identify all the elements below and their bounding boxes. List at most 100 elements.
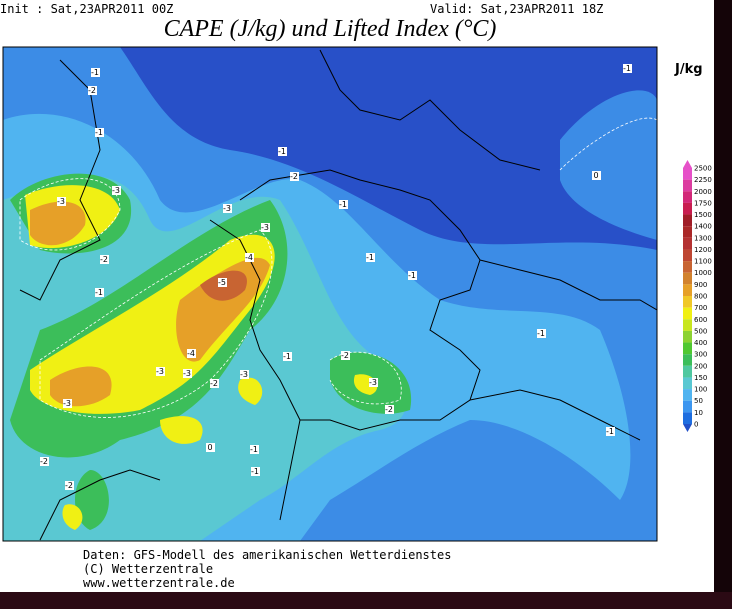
colorbar-swatch xyxy=(683,191,692,203)
colorbar-swatch xyxy=(683,179,692,192)
colorbar-swatch xyxy=(683,365,692,378)
contour-label: -3 xyxy=(183,369,191,378)
contour-label: -3 xyxy=(261,223,269,232)
contour-label-box xyxy=(156,367,165,376)
contour-label: -1 xyxy=(606,427,614,436)
contour-label-box xyxy=(183,369,192,378)
colorbar: 2500225020001750150014001300120011001000… xyxy=(683,160,712,432)
contour-label-box xyxy=(385,405,394,414)
map xyxy=(2,46,658,542)
contour-label-box xyxy=(40,457,49,466)
contour-label: -4 xyxy=(245,253,253,262)
colorbar-label: 600 xyxy=(694,316,707,324)
colorbar-label: 700 xyxy=(694,304,707,312)
colorbar-label: 200 xyxy=(694,362,707,370)
contour-label-box xyxy=(606,427,615,436)
colorbar-label: 1500 xyxy=(694,211,712,219)
contour-label-box xyxy=(537,329,546,338)
colorbar-swatch xyxy=(683,400,692,413)
contour-label: 0 xyxy=(207,443,212,452)
contour-label-box xyxy=(261,223,270,232)
map-frame xyxy=(2,46,658,542)
contour-label: -2 xyxy=(100,255,108,264)
contour-label: -1 xyxy=(250,445,258,454)
contour-label: -2 xyxy=(385,405,393,414)
contour-label: -1 xyxy=(95,128,103,137)
contour-label: -1 xyxy=(623,64,631,73)
colorbar-swatch xyxy=(683,377,692,390)
contour-label-box xyxy=(283,352,292,361)
contour-label-box xyxy=(250,445,259,454)
colorbar-swatch xyxy=(683,342,692,355)
contour-label: -5 xyxy=(218,278,226,287)
bottom-frame xyxy=(0,592,732,609)
contour-label-box xyxy=(57,197,66,206)
contour-label-box xyxy=(95,288,104,297)
contour-label: -3 xyxy=(223,204,231,213)
colorbar-label: 300 xyxy=(694,351,707,359)
contour-label: -1 xyxy=(537,329,545,338)
colorbar-label: 100 xyxy=(694,386,707,394)
contour-label-box xyxy=(245,253,254,262)
right-frame xyxy=(714,0,732,609)
colorbar-label: 400 xyxy=(694,339,707,347)
contour-label: -3 xyxy=(63,399,71,408)
contour-label: -3 xyxy=(57,197,65,206)
contour-label: -2 xyxy=(40,457,48,466)
colorbar-label: 1750 xyxy=(694,199,712,207)
colorbar-swatch xyxy=(683,412,692,424)
colorbar-swatch xyxy=(683,307,692,320)
colorbar-swatch xyxy=(683,202,692,215)
contour-label: -3 xyxy=(156,367,164,376)
colorbar-label: 2250 xyxy=(694,176,712,184)
colorbar-label: 1200 xyxy=(694,246,712,254)
colorbar-swatch xyxy=(683,319,692,331)
contour-label-box xyxy=(408,271,417,280)
contour-label: -1 xyxy=(251,467,259,476)
contour-label-box xyxy=(240,370,249,379)
contour-labels: -1 -2 -1 -3 -3 -2 -1 -3 -2 -3 -4 -5 -4 -3 -3 -2 -3 -3 -2 -2… xyxy=(40,64,632,490)
contour-label: -2 xyxy=(65,481,73,490)
contour-label: -1 xyxy=(278,147,286,156)
colorbar-label: 1000 xyxy=(694,269,712,277)
colorbar-swatch xyxy=(683,261,692,273)
contour-label: -4 xyxy=(187,349,195,358)
colorbar-tip xyxy=(683,160,692,168)
contour-label-box xyxy=(88,86,97,95)
contour-label: -3 xyxy=(240,370,248,379)
contour-label-box xyxy=(251,467,260,476)
colorbar-swatch xyxy=(683,272,692,285)
contour-label-box xyxy=(187,349,196,358)
contour-label: 0 xyxy=(593,171,598,180)
contour-label-box xyxy=(592,171,601,180)
colorbar-label: 2000 xyxy=(694,188,712,196)
footer-line: (C) Wetterzentrale xyxy=(83,562,213,576)
contour-label: -2 xyxy=(341,351,349,360)
contour-label: -1 xyxy=(339,200,347,209)
colorbar-label: 800 xyxy=(694,293,707,301)
contour-label-box xyxy=(100,255,109,264)
field xyxy=(560,90,657,240)
valid-label: Valid: Sat,23APR2011 18Z xyxy=(430,2,603,16)
colorbar-label: 900 xyxy=(694,281,707,289)
contour-label: -2 xyxy=(290,172,298,181)
contour-label: -2 xyxy=(88,86,96,95)
colorbar-label: 500 xyxy=(694,327,707,335)
field xyxy=(30,201,270,407)
colorbar-swatch xyxy=(683,214,692,227)
colorbar-label: 1400 xyxy=(694,223,712,231)
contour-label-box xyxy=(112,186,121,195)
contour-label-box xyxy=(623,64,632,73)
colorbar-tip xyxy=(683,424,692,432)
colorbar-swatch xyxy=(683,226,692,238)
contour-label: -1 xyxy=(408,271,416,280)
contour-label: -3 xyxy=(112,186,120,195)
footer-line: www.wetterzentrale.de xyxy=(83,576,235,590)
colorbar-label: 50 xyxy=(694,397,703,405)
colorbar-label: 10 xyxy=(694,409,703,417)
contour-label: -1 xyxy=(91,68,99,77)
contour-label-box xyxy=(91,68,100,77)
contour-label: -1 xyxy=(95,288,103,297)
contour-label: -1 xyxy=(366,253,374,262)
